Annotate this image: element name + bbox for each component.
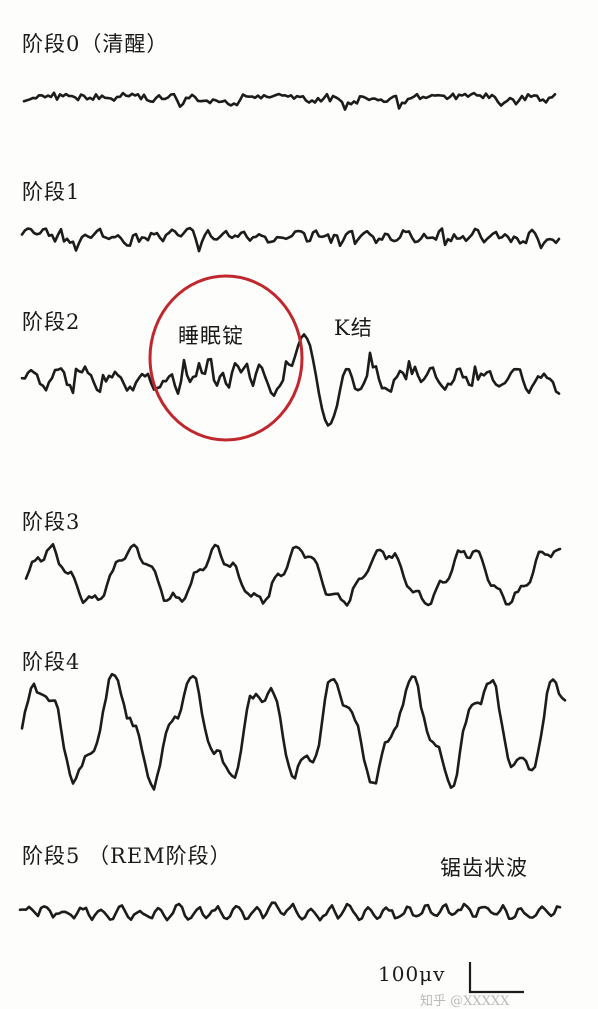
- spindle-label: 睡眠锭: [178, 324, 244, 348]
- stage-4-label: 阶段4: [22, 650, 81, 674]
- scale-bar-label: 100μv: [378, 962, 446, 986]
- stage-5-trace: [18, 901, 562, 922]
- stage-0-label: 阶段0（清醒）: [22, 32, 169, 56]
- spindle-circle-highlight: [148, 274, 304, 442]
- stage-3-label: 阶段3: [22, 510, 81, 534]
- stage-2-label: 阶段2: [22, 310, 81, 334]
- stage-1-label: 阶段1: [22, 180, 81, 204]
- stage-5-label: 阶段5 （REM阶段）: [22, 844, 232, 868]
- scale-bar-icon: [468, 962, 524, 994]
- stage-2-trace: [20, 333, 561, 427]
- stage-0-trace: [22, 91, 557, 111]
- sawtooth-label: 锯齿状波: [440, 856, 528, 880]
- k-complex-label: K结: [334, 316, 373, 340]
- stage-4-trace: [20, 672, 567, 791]
- stage-3-trace: [24, 543, 562, 607]
- stage-1-trace: [20, 226, 561, 253]
- watermark: 知乎 @XXXXX: [420, 994, 510, 1009]
